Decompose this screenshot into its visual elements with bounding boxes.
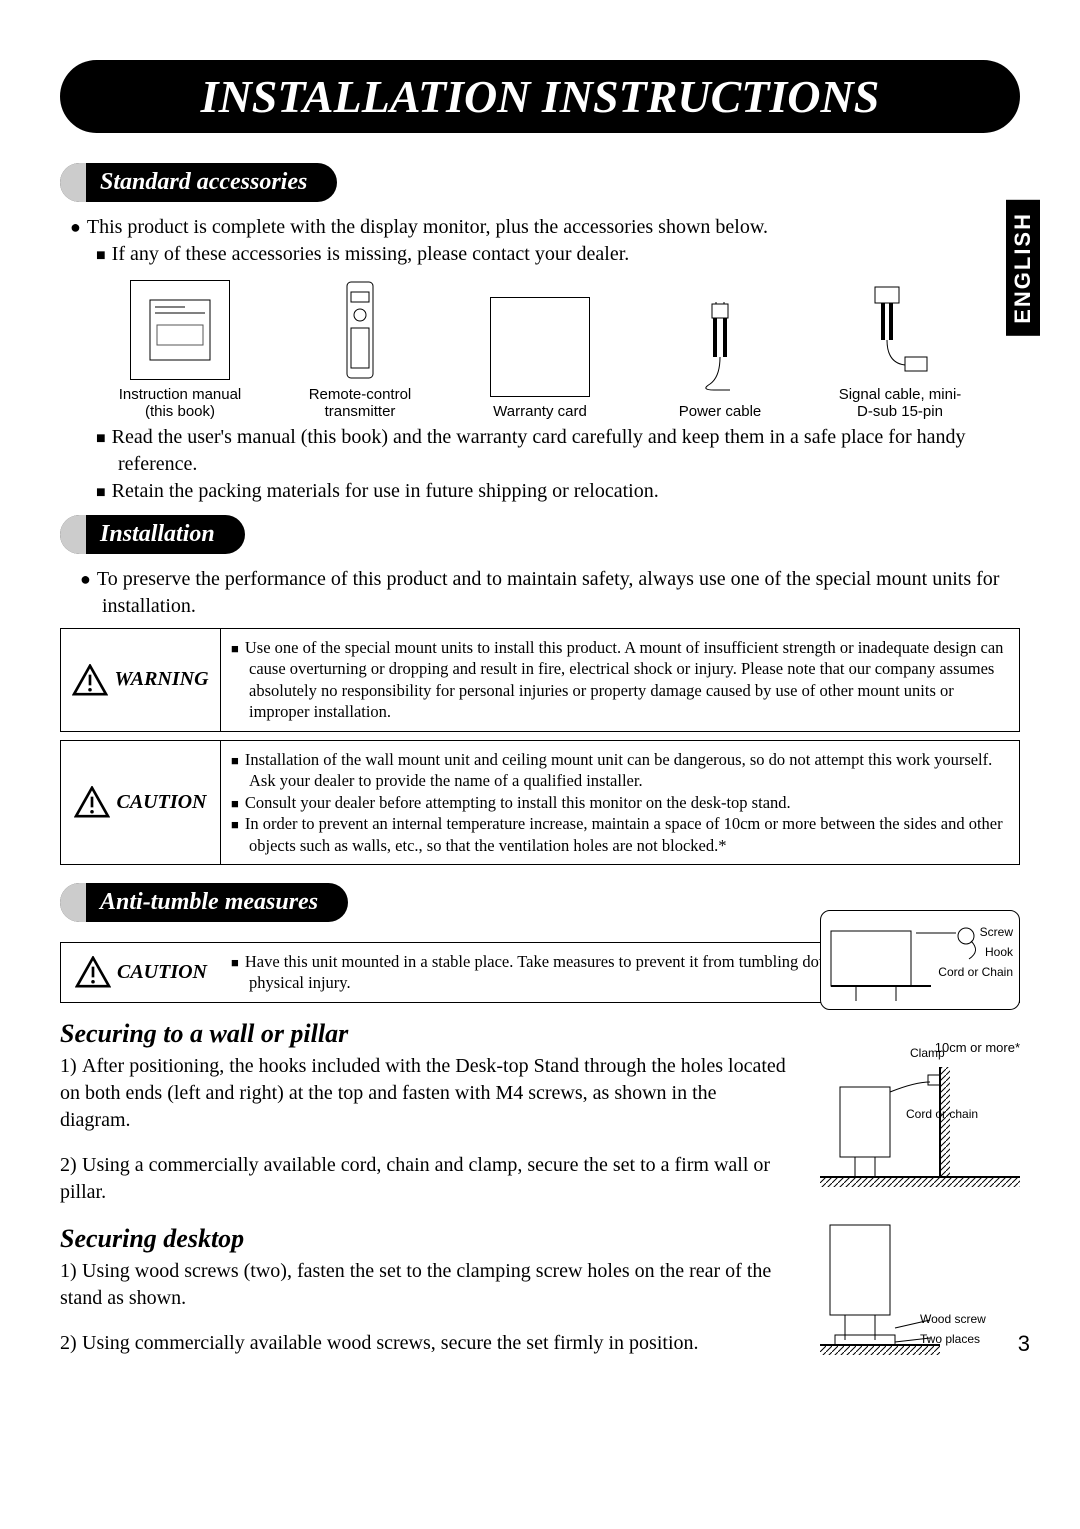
caution-body: Installation of the wall mount unit and … [221, 741, 1019, 864]
accessory-item: Power cable [640, 297, 800, 420]
section-heading-accessories: Standard accessories [60, 163, 337, 202]
accessories-row: Instruction manual(this book) Remote-con… [100, 280, 980, 420]
section-heading-installation: Installation [60, 515, 245, 554]
accessory-label: Remote-controltransmitter [309, 386, 412, 420]
accessory-label: Warranty card [493, 403, 587, 420]
warning-box: WARNING Use one of the special mount uni… [60, 628, 1020, 732]
caution-label: CAUTION [61, 741, 221, 864]
installation-intro: To preserve the performance of this prod… [70, 566, 1020, 620]
accessories-note-2: Retain the packing materials for use in … [96, 478, 1020, 505]
diagram-wall-hook: Screw Hook Cord or Chain [820, 910, 1020, 1010]
language-tab: ENGLISH [1006, 200, 1040, 336]
warranty-icon [490, 297, 590, 397]
accessory-item: Warranty card [460, 297, 620, 420]
accessory-label: Power cable [679, 403, 762, 420]
signal-cable-icon [850, 280, 950, 380]
warning-body: Use one of the special mount units to in… [221, 629, 1019, 731]
power-cable-icon [670, 297, 770, 397]
accessories-missing-note: If any of these accessories is missing, … [96, 241, 1020, 268]
page-number: 3 [1018, 1331, 1030, 1357]
accessory-item: Instruction manual(this book) [100, 280, 260, 420]
caution-icon [75, 956, 111, 988]
accessories-note-1: Read the user's manual (this book) and t… [96, 424, 1020, 478]
accessory-label: Instruction manual(this book) [119, 386, 242, 420]
accessories-intro: This product is complete with the displa… [70, 214, 1020, 241]
diagram-wall-clamp: 10cm or more* Clamp Cord or chain [820, 1040, 1020, 1190]
accessory-item: Signal cable, mini-D-sub 15-pin [820, 280, 980, 420]
accessory-item: Remote-controltransmitter [280, 280, 440, 420]
diagram-desktop: Wood screw Two places [820, 1220, 1020, 1363]
section-heading-antitumble: Anti-tumble measures [60, 883, 348, 922]
warning-icon [72, 664, 108, 696]
page-title: INSTALLATION INSTRUCTIONS [60, 60, 1020, 133]
caution-box-install: CAUTION Installation of the wall mount u… [60, 740, 1020, 865]
remote-icon [310, 280, 410, 380]
caution-icon [74, 786, 110, 818]
warning-label: WARNING [61, 629, 221, 731]
caution-label: CAUTION [61, 943, 221, 1002]
accessory-label: Signal cable, mini-D-sub 15-pin [839, 386, 962, 420]
manual-icon [130, 280, 230, 380]
